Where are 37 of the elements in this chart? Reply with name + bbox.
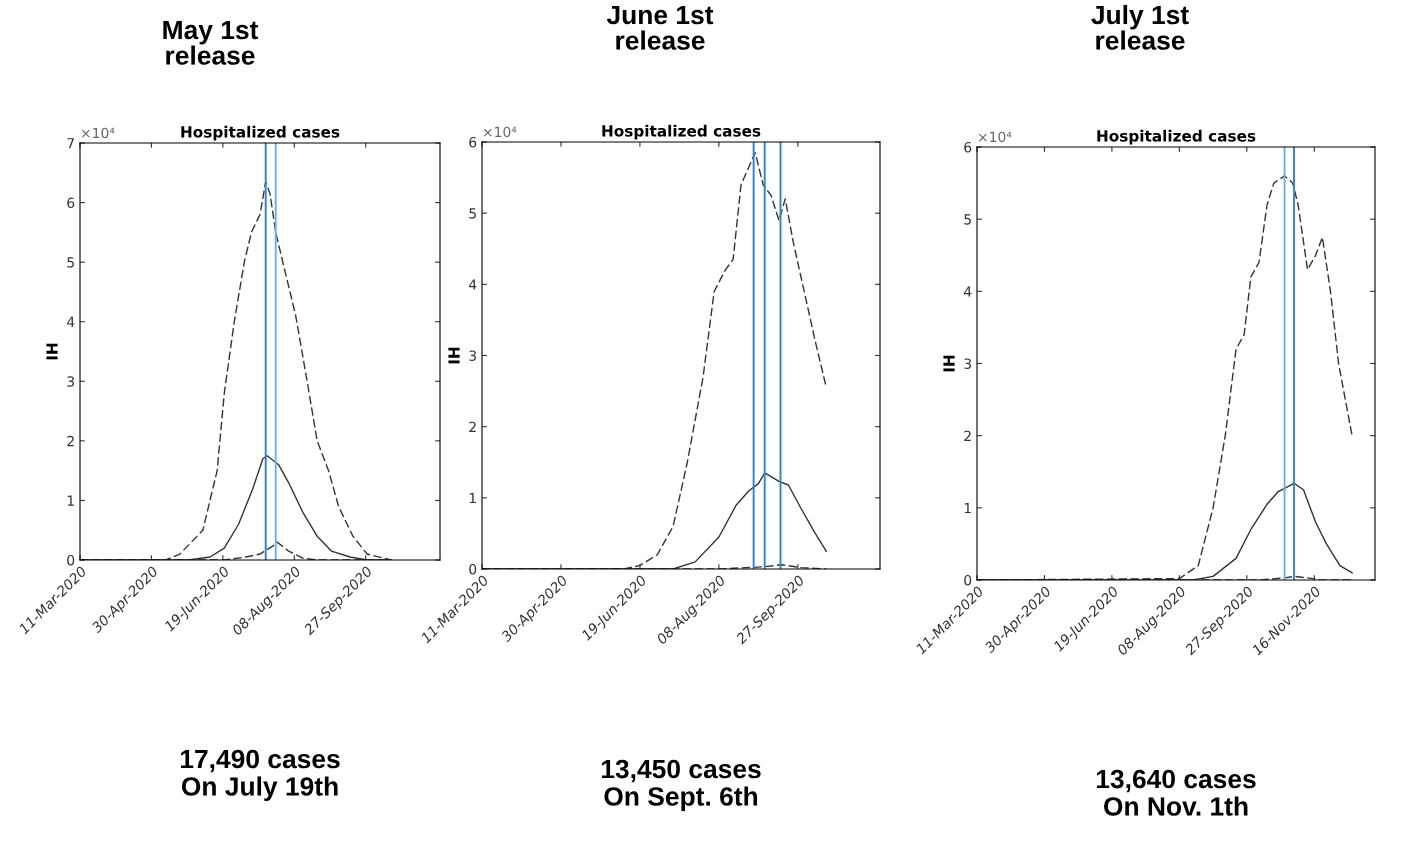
chart-title: May 1st release bbox=[163, 20, 259, 65]
y-tick-label: 2 bbox=[469, 421, 476, 432]
y-tick-label: 2 bbox=[67, 435, 74, 447]
y-tick-label: 1 bbox=[964, 502, 971, 514]
text: ×10⁴ bbox=[978, 131, 1012, 143]
chart-title: July 1st release bbox=[1091, 4, 1189, 50]
y-axis-title: IH bbox=[448, 347, 460, 364]
chart-subtitle: Hospitalized cases bbox=[1097, 129, 1256, 145]
text: 17,490 cases On July 19th bbox=[180, 749, 340, 802]
y-tick-label: 1 bbox=[469, 492, 476, 504]
y-tick-label: 0 bbox=[469, 563, 477, 575]
y-tick-label: 7 bbox=[67, 138, 74, 149]
y-tick-label: 3 bbox=[469, 350, 477, 361]
y-tick-label: 4 bbox=[66, 316, 75, 327]
y-axis-title: IH bbox=[943, 355, 955, 372]
text: ×10⁴ bbox=[483, 126, 517, 138]
text: ×10⁴ bbox=[81, 127, 115, 139]
y-tick-label: 5 bbox=[964, 214, 971, 225]
y-axis-title: IH bbox=[46, 343, 58, 360]
y-tick-label: 4 bbox=[468, 279, 477, 290]
text: 13,640 cases On Nov. 1th bbox=[1096, 769, 1256, 816]
text: 13,450 cases On Sept. 6th bbox=[601, 759, 761, 812]
y-tick-label: 5 bbox=[67, 257, 74, 268]
y-tick-label: 1 bbox=[67, 495, 74, 506]
y-tick-label: 6 bbox=[469, 136, 477, 148]
y-tick-label: 0 bbox=[67, 554, 75, 566]
y-tick-label: 3 bbox=[67, 376, 75, 387]
chart-subtitle: Hospitalized cases bbox=[181, 125, 340, 141]
chart-title: June 1st release bbox=[606, 5, 714, 50]
y-tick-label: 5 bbox=[469, 208, 476, 219]
y-tick-label: 2 bbox=[964, 430, 971, 441]
chart-subtitle: Hospitalized cases bbox=[602, 124, 761, 140]
y-tick-label: 0 bbox=[964, 574, 972, 586]
y-tick-label: 6 bbox=[67, 197, 75, 209]
y-tick-label: 4 bbox=[963, 286, 972, 297]
y-tick-label: 6 bbox=[964, 141, 972, 153]
y-tick-label: 3 bbox=[964, 358, 972, 369]
